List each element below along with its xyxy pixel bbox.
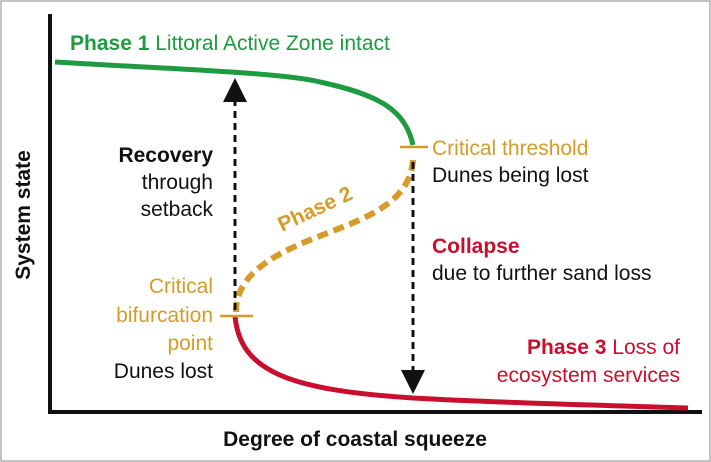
x-axis-label: Degree of coastal squeeze [223,428,487,451]
phase1-curve [54,59,416,146]
y-axis-label: System state [12,150,35,280]
bifurcation-line: Critical [149,275,213,298]
collapse-note: due to further sand loss [432,262,651,285]
phase3-label: Phase 3 Loss of [527,336,680,359]
bifurcation-line: bifurcation [116,304,213,327]
bifurcation-line: point [167,332,213,355]
phase1-label: Phase 1 Littoral Active Zone intact [70,32,390,55]
threshold-label: Critical threshold [432,137,588,160]
recovery-title: Recovery [118,144,213,167]
phase3-name: Phase 3 [527,336,606,359]
phase1-name: Phase 1 [70,32,150,55]
phase2-curve [233,159,416,313]
phase1-text: Littoral Active Zone intact [155,32,390,55]
phase3-curve [232,315,689,411]
recovery-line: through [142,171,213,194]
recovery-line: setback [141,198,214,221]
collapse-title: Collapse [432,235,520,258]
phase3-line: Loss of [612,336,680,359]
bifurcation-note: Dunes lost [114,360,213,383]
threshold-note: Dunes being lost [432,164,589,187]
phase3-line: ecosystem services [497,364,680,387]
